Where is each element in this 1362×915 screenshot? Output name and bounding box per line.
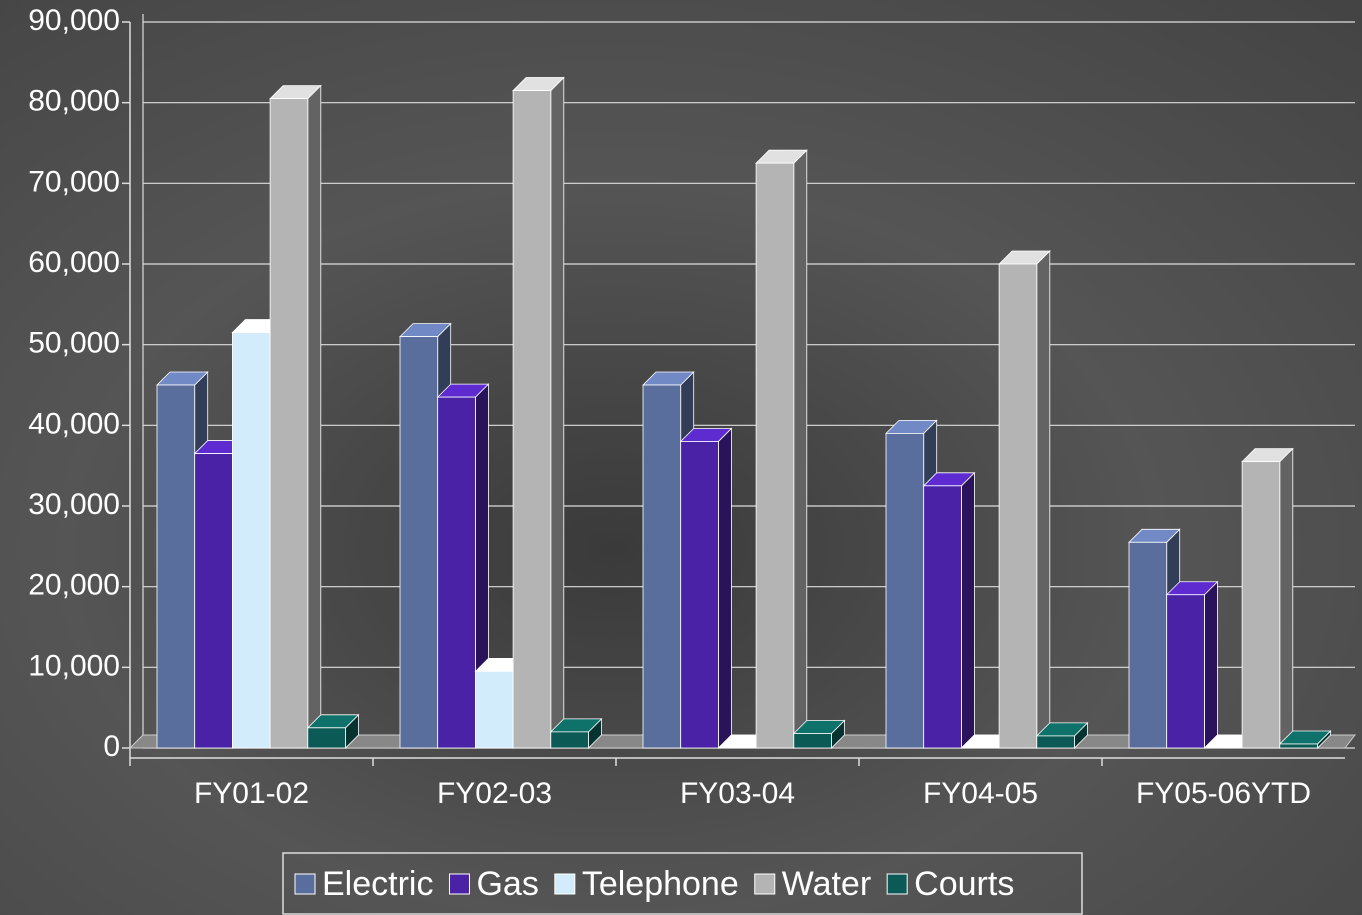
x-tick-label: FY05-06YTD	[1136, 777, 1311, 810]
legend-swatch	[294, 873, 316, 895]
bar	[793, 733, 832, 749]
y-tick-label: 10,000	[28, 649, 120, 682]
bar	[923, 485, 962, 749]
y-tick-label: 30,000	[28, 488, 120, 521]
bar-side	[1036, 250, 1051, 749]
y-tick-label: 90,000	[28, 4, 120, 37]
bar	[1166, 594, 1205, 749]
legend-label: Courts	[914, 865, 1014, 903]
bar-group	[306, 713, 360, 749]
bar-side	[793, 149, 808, 749]
legend-swatch	[886, 873, 908, 895]
bar-group	[998, 250, 1051, 749]
legend-label: Gas	[476, 865, 538, 903]
bar	[1036, 735, 1075, 749]
bar	[1241, 461, 1281, 749]
y-tick-label: 80,000	[28, 85, 120, 118]
bar-side	[961, 471, 975, 749]
bar-side	[1279, 447, 1294, 749]
bar	[231, 332, 271, 749]
legend-label: Electric	[322, 865, 433, 903]
y-tick-label: 60,000	[28, 246, 120, 279]
bar-group	[922, 471, 976, 749]
bar	[399, 336, 439, 749]
legend-box	[282, 852, 1083, 915]
bar	[1279, 743, 1318, 749]
bar-side	[307, 84, 322, 749]
bar-group	[1241, 447, 1294, 749]
bar-group	[1035, 721, 1089, 749]
bar	[194, 453, 233, 749]
bar-group	[792, 719, 846, 749]
bar-side	[1204, 580, 1218, 749]
x-tick-label: FY03-04	[680, 777, 795, 810]
bar	[307, 727, 346, 749]
bar-group	[436, 383, 490, 749]
bar	[550, 731, 589, 749]
legend-swatch	[448, 873, 470, 895]
legend-swatch	[754, 873, 776, 895]
bar	[512, 90, 552, 749]
bar	[1128, 541, 1168, 749]
bar-group	[1165, 580, 1219, 749]
bar-group	[549, 717, 603, 749]
bar	[755, 162, 795, 749]
y-tick-label: 40,000	[28, 407, 120, 440]
y-tick-label: 0	[103, 730, 120, 763]
bar-group	[755, 149, 808, 749]
bar-group	[1278, 730, 1332, 749]
bar	[474, 670, 514, 749]
bar	[680, 441, 719, 749]
bar-side	[718, 427, 732, 749]
bar	[642, 384, 682, 749]
bar	[998, 263, 1038, 749]
bar-group	[512, 76, 565, 749]
bar	[269, 98, 309, 749]
bar-group	[269, 84, 322, 749]
x-tick-label: FY01-02	[194, 777, 309, 810]
y-tick-label: 50,000	[28, 327, 120, 360]
legend-label: Water	[782, 865, 871, 903]
x-tick-label: FY04-05	[923, 777, 1038, 810]
y-tick-label: 20,000	[28, 569, 120, 602]
bar-side	[550, 76, 565, 749]
legend-swatch	[554, 873, 576, 895]
legend-label: Telephone	[582, 865, 739, 903]
y-tick-label: 70,000	[28, 165, 120, 198]
bar-group	[679, 427, 733, 749]
x-tick-label: FY02-03	[437, 777, 552, 810]
bar	[885, 432, 925, 749]
bar	[437, 396, 476, 749]
bar	[156, 384, 196, 749]
